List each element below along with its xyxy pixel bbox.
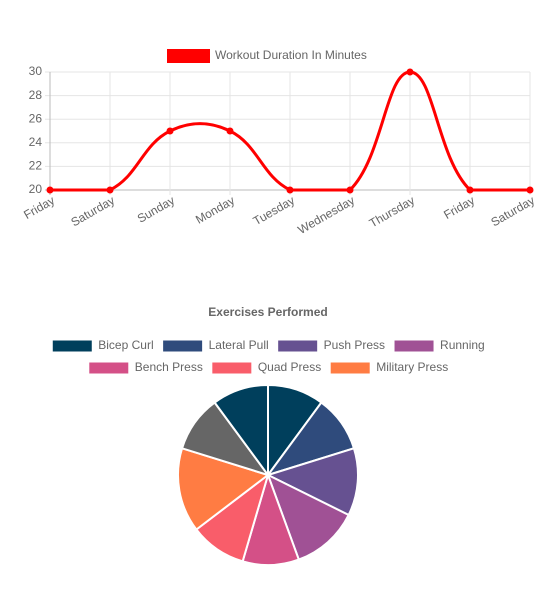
data-point xyxy=(166,127,174,135)
legend-label: Lateral Pull xyxy=(209,338,269,352)
x-tick-label: Wednesday xyxy=(295,193,357,237)
y-tick-label: 20 xyxy=(29,182,43,196)
legend-swatch xyxy=(88,361,130,375)
legend-item: Bench Press xyxy=(88,360,203,375)
pie-slice xyxy=(265,447,359,517)
legend-swatch xyxy=(277,339,319,353)
legend-label: Push Press xyxy=(324,338,385,352)
x-tick-label: Friday xyxy=(21,193,57,222)
legend-swatch xyxy=(162,339,204,353)
y-tick-label: 26 xyxy=(29,111,43,125)
x-tick-label: Monday xyxy=(193,193,237,226)
y-tick-label: 28 xyxy=(29,88,43,102)
y-tick-label: 24 xyxy=(29,135,43,149)
legend-item: Running xyxy=(393,338,485,353)
data-point xyxy=(466,186,474,194)
data-point xyxy=(286,186,294,194)
pie-slice xyxy=(266,472,350,561)
legend-swatch xyxy=(211,361,253,375)
legend-item: Bicep Curl xyxy=(51,338,154,353)
legend-label: Military Press xyxy=(376,360,448,374)
legend-label: Bench Press xyxy=(135,360,203,374)
legend-label: Bicep Curl xyxy=(98,338,153,352)
legend-swatch xyxy=(329,361,371,375)
data-point xyxy=(526,186,534,194)
x-tick-label: Saturday xyxy=(68,193,117,229)
x-tick-label: Friday xyxy=(441,193,477,222)
legend-item: Push Press xyxy=(277,338,385,353)
legend-label: Quad Press xyxy=(258,360,321,374)
legend-label: Running xyxy=(440,338,485,352)
legend-label: Workout Duration In Minutes xyxy=(215,48,367,62)
x-tick-label: Saturday xyxy=(488,193,537,229)
x-tick-label: Tuesday xyxy=(251,193,297,228)
legend-swatch xyxy=(167,49,210,63)
legend-item: Lateral Pull xyxy=(162,338,269,353)
data-point xyxy=(226,127,234,135)
data-point xyxy=(346,186,354,194)
y-tick-label: 30 xyxy=(29,64,43,78)
legend-swatch xyxy=(393,339,435,353)
chart-title: Exercises Performed xyxy=(208,305,327,319)
pie-slice xyxy=(213,383,269,479)
legend-item: Military Press xyxy=(329,360,448,375)
data-point xyxy=(106,186,114,194)
data-point xyxy=(406,68,414,76)
legend-swatch xyxy=(51,339,93,353)
legend-item: Quad Press xyxy=(211,360,321,375)
x-tick-label: Thursday xyxy=(367,193,417,230)
data-line xyxy=(49,70,530,192)
y-tick-label: 22 xyxy=(29,159,43,173)
x-tick-label: Sunday xyxy=(135,193,177,225)
data-point xyxy=(46,186,54,194)
